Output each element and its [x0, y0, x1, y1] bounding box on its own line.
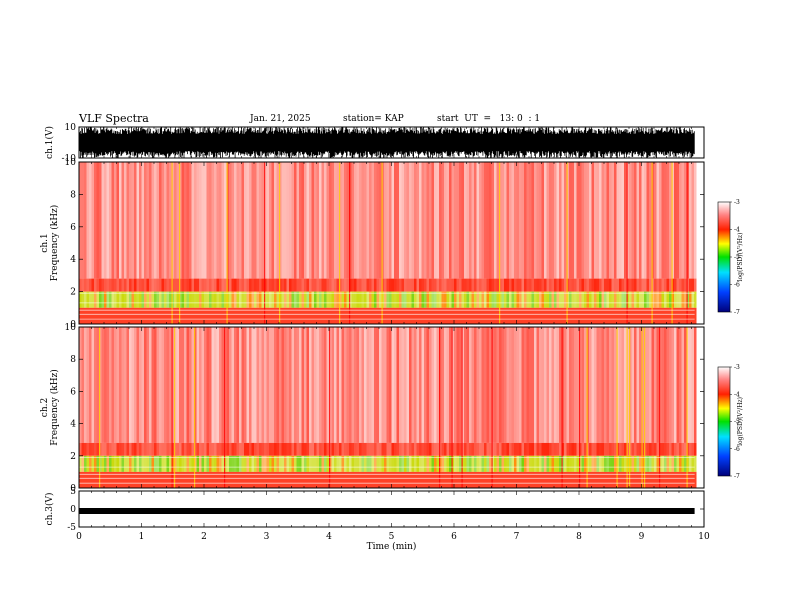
colorbar-tick-label: -7 — [734, 309, 740, 316]
x-tick-label: 10 — [698, 532, 710, 542]
spectrogram-1 — [79, 162, 704, 324]
y-tick-label: 10 — [65, 123, 77, 133]
svg-text:ch.1(V): ch.1(V) — [44, 126, 55, 159]
y-axis-label-1: ch.1 Frequency (kHz) — [40, 205, 60, 282]
y-tick-label: 10 — [65, 158, 77, 168]
x-axis-label: Time (min) — [367, 541, 417, 552]
y-axis-label-3: ch.3(V) — [44, 493, 55, 526]
y-tick-label: 8 — [70, 355, 76, 365]
colorbar-tick-label: -4 — [734, 391, 740, 398]
y-axis-label-0: ch.1(V) — [44, 126, 55, 159]
svg-text:log(PSD)(V²/Hz): log(PSD)(V²/Hz) — [737, 233, 744, 282]
svg-text:ch.1: ch.1 — [40, 233, 50, 252]
colorbar-tick-label: -3 — [734, 364, 740, 371]
colorbar-tick-label: -4 — [734, 227, 740, 234]
header-start-time: start UT = 13: 0 : 1 — [437, 114, 541, 124]
header-title: VLF Spectra — [79, 112, 149, 125]
y-tick-label: 5 — [70, 487, 76, 497]
y-tick-label: 0 — [70, 320, 76, 330]
svg-text:Frequency (kHz): Frequency (kHz) — [49, 205, 60, 282]
colorbar-tick-label: -5 — [734, 419, 740, 426]
y-tick-label: 4 — [70, 420, 76, 430]
spectrogram-2 — [79, 327, 704, 488]
colorbar-tick-label: -3 — [734, 199, 740, 206]
y-axis-label-2: ch.2 Frequency (kHz) — [40, 369, 60, 446]
x-tick-label: 8 — [576, 532, 582, 542]
y-tick-label: 6 — [70, 387, 76, 397]
y-tick-label: 0 — [70, 484, 76, 494]
x-tick-label: 0 — [76, 532, 82, 542]
x-tick-label: 2 — [201, 532, 207, 542]
colorbar-label-1: log(PSD)(V²/Hz) — [737, 233, 744, 282]
x-tick-label: 9 — [639, 532, 645, 542]
x-tick-label: 6 — [451, 532, 457, 542]
colorbar-label-2: log(PSD)(V²/Hz) — [737, 397, 744, 446]
y-tick-label: 8 — [70, 190, 76, 200]
header-station: station= KAP — [343, 114, 404, 124]
x-tick-label: 7 — [514, 532, 520, 542]
svg-text:Frequency (kHz): Frequency (kHz) — [49, 369, 60, 446]
x-tick-label: 4 — [326, 532, 332, 542]
y-tick-label: 10 — [65, 323, 77, 333]
svg-text:log(PSD)(V²/Hz): log(PSD)(V²/Hz) — [737, 397, 744, 446]
colorbar-1 — [717, 201, 731, 313]
y-tick-label: 0 — [70, 505, 76, 515]
ch1-waveform — [78, 127, 695, 158]
x-tick-label: 3 — [264, 532, 270, 542]
y-tick-label: -5 — [67, 523, 76, 533]
svg-text:ch.2: ch.2 — [40, 398, 50, 417]
x-tick-label: 1 — [139, 532, 145, 542]
svg-text:ch.3(V): ch.3(V) — [44, 493, 55, 526]
colorbar-tick-label: -5 — [734, 254, 740, 261]
header-date: Jan. 21, 2025 — [250, 114, 311, 124]
colorbar-tick-label: -7 — [734, 473, 740, 480]
colorbar-tick-label: -6 — [734, 446, 740, 453]
colorbar-tick-label: -6 — [734, 282, 740, 289]
colorbar-2 — [717, 366, 731, 477]
y-tick-label: -10 — [62, 154, 77, 164]
y-tick-label: 4 — [70, 255, 76, 265]
x-tick-label: 5 — [389, 532, 395, 542]
y-tick-label: 2 — [70, 452, 76, 462]
y-tick-label: 6 — [70, 223, 76, 233]
y-tick-label: 2 — [70, 288, 76, 298]
ch3-waveform — [79, 508, 695, 514]
